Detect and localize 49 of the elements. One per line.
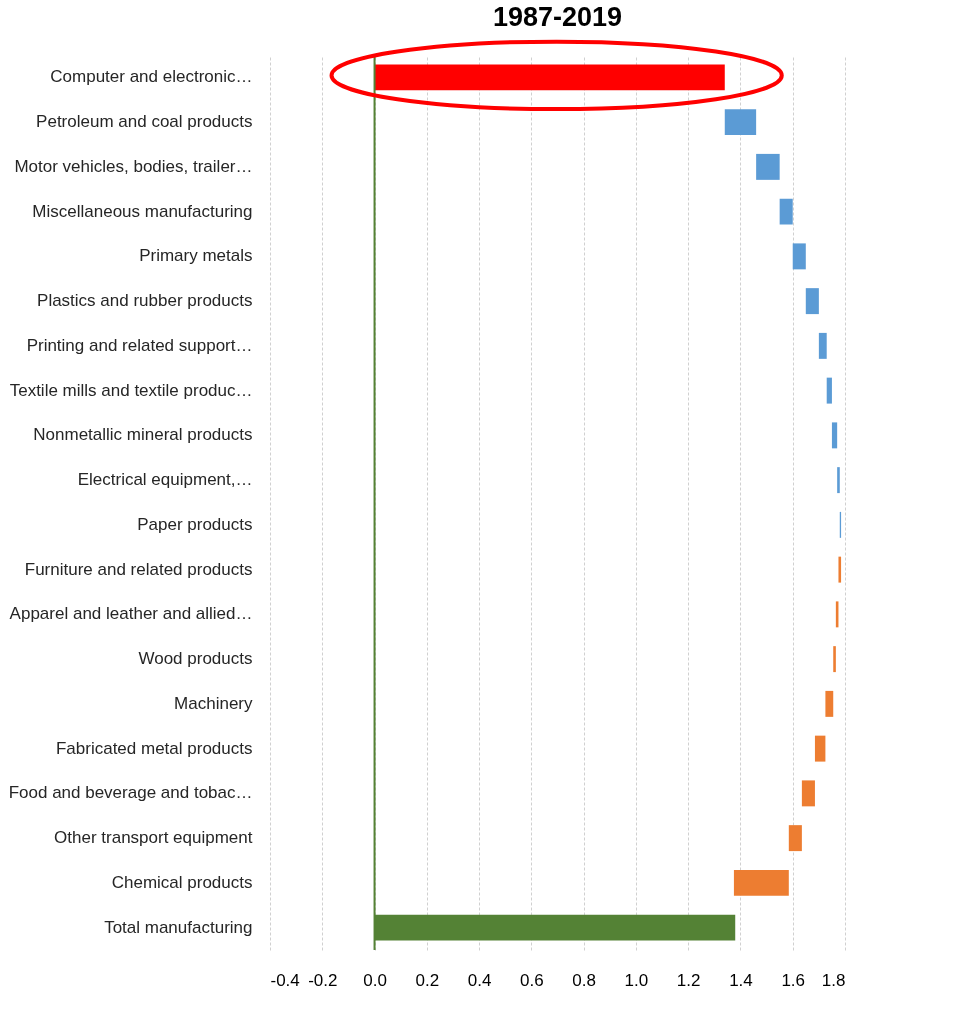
x-tick-label: 1.6: [781, 970, 806, 990]
y-tick-label: Plastics and rubber products: [37, 291, 253, 311]
y-tick-label: Primary metals: [139, 246, 253, 266]
y-tick-label: Textile mills and textile produc…: [9, 380, 253, 400]
y-tick-label: Printing and related support…: [26, 335, 253, 355]
x-tick-label: 0.2: [415, 970, 440, 990]
bar: [733, 869, 789, 896]
bar: [805, 288, 819, 315]
x-tick-label: 1.2: [676, 970, 701, 990]
x-tick-label: -0.4: [270, 970, 300, 990]
bar: [792, 243, 806, 270]
x-tick-label: 1.4: [729, 970, 753, 990]
y-tick-label: Motor vehicles, bodies, trailer…: [14, 156, 253, 176]
y-tick-label: Computer and electronic…: [50, 67, 253, 87]
x-tick-label: 1.8: [821, 970, 846, 990]
y-tick-label: Apparel and leather and allied…: [9, 604, 253, 624]
y-tick-label: Machinery: [174, 693, 253, 713]
bar: [756, 153, 780, 180]
x-tick-label: -0.2: [308, 970, 338, 990]
x-tick-label: 0.6: [520, 970, 544, 990]
bar: [825, 690, 834, 717]
y-tick-label: Chemical products: [111, 872, 253, 892]
bar: [838, 556, 842, 583]
y-tick-label: Nonmetallic mineral products: [33, 425, 253, 445]
y-tick-label: Electrical equipment,…: [77, 470, 253, 490]
y-tick-label: Wood products: [138, 649, 253, 669]
bar: [814, 735, 826, 762]
bar: [837, 467, 840, 494]
y-tick-label: Fabricated metal products: [55, 738, 253, 758]
bar: [826, 377, 832, 404]
x-tick-label: 1.0: [624, 970, 649, 990]
x-tick-label: 0.4: [467, 970, 492, 990]
bar: [833, 646, 836, 673]
x-tick-label: 0.0: [363, 970, 387, 990]
bar: [788, 825, 802, 852]
y-tick-label: Miscellaneous manufacturing: [32, 201, 253, 221]
bar: [831, 422, 838, 449]
bar: [724, 109, 757, 136]
x-tick-label: 0.8: [572, 970, 596, 990]
bar: [818, 332, 827, 359]
bar: [801, 780, 815, 807]
y-tick-label: Furniture and related products: [24, 559, 253, 579]
bar: [779, 198, 793, 225]
y-tick-label: Petroleum and coal products: [36, 112, 253, 132]
y-tick-label: Total manufacturing: [104, 917, 253, 937]
chart-title: 1987-2019: [492, 2, 623, 32]
y-tick-label: Food and beverage and tobac…: [8, 783, 253, 803]
y-tick-label: Paper products: [137, 514, 253, 534]
y-tick-label: Other transport equipment: [54, 828, 253, 848]
